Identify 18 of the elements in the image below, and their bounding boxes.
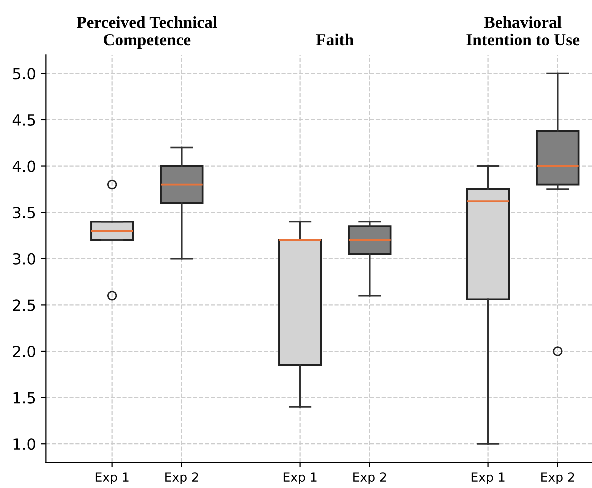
x-tick-label: Exp 2 xyxy=(542,472,574,484)
text: Behavioral Intention to Use xyxy=(466,16,580,46)
y-tick-label: 4.0 xyxy=(12,160,36,172)
text: Perceived Technical Competence xyxy=(76,16,218,50)
y-tick-label: 5.0 xyxy=(13,68,36,80)
y-tick-label: 2.0 xyxy=(13,346,36,358)
text: Faith xyxy=(316,34,354,46)
y-tick-label: 2.5 xyxy=(13,300,36,312)
y-tick-label: 3.0 xyxy=(13,253,36,265)
y-tick-label: 3.5 xyxy=(13,207,36,219)
x-tick-label: Exp 2 xyxy=(354,472,386,484)
x-tick-label: Exp 1 xyxy=(284,472,317,484)
x-tick-label: Exp 1 xyxy=(472,472,505,484)
y-tick-label: 4.5 xyxy=(12,114,36,126)
x-tick-label: Exp 2 xyxy=(166,472,198,484)
x-tick-label: Exp 1 xyxy=(96,472,129,484)
y-tick-label: 1.5 xyxy=(14,392,36,404)
y-tick-label: 1.0 xyxy=(14,438,36,450)
